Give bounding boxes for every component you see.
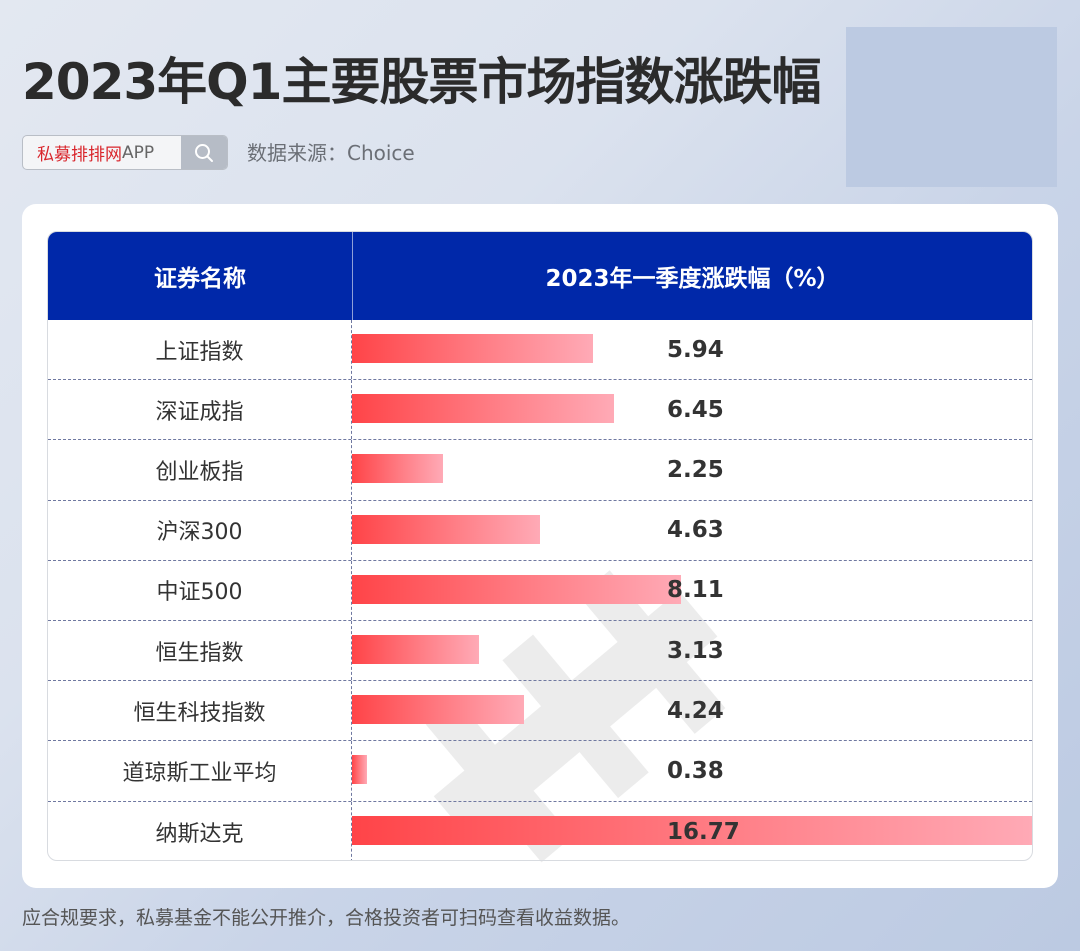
table-row: 沪深300 4.63 (48, 500, 1032, 561)
index-name: 中证500 (48, 560, 352, 620)
value-label: 0.38 (667, 757, 724, 784)
table-row: 恒生指数 3.13 (48, 620, 1032, 682)
bar-cell: 2.25 (352, 440, 1032, 499)
bar-cell: 3.13 (352, 621, 1032, 680)
data-source: 数据来源：Choice (247, 141, 415, 165)
value-bar (352, 514, 541, 544)
table-body: 上证指数 5.94 深证成指 6.45 创业板指 2.25 沪深300 4.63 中证500 8.… (48, 320, 1032, 861)
index-name: 创业板指 (48, 440, 352, 500)
qr-code-placeholder (846, 27, 1057, 187)
bar-cell: 16.77 (352, 802, 1032, 861)
table-row: 上证指数 5.94 (48, 320, 1032, 381)
search-icon (195, 143, 213, 162)
value-bar (352, 695, 525, 725)
bar-cell: 8.11 (352, 561, 1032, 620)
value-bar (352, 755, 368, 785)
disclaimer: 应合规要求，私募基金不能公开推介，合格投资者可扫码查看收益数据。 (22, 907, 631, 929)
search-button[interactable] (181, 136, 227, 169)
table-row: 深证成指 6.45 (48, 380, 1032, 441)
search-box[interactable]: 私募排排网 APP (22, 135, 228, 170)
value-bar (352, 454, 444, 484)
value-label: 4.24 (667, 697, 724, 724)
value-bar (352, 815, 1032, 845)
value-bar (352, 394, 614, 424)
chart-card: 证券名称 2023年一季度涨跌幅（%） 上证指数 5.94 深证成指 6.45 创业板指… (22, 204, 1058, 888)
value-label: 3.13 (667, 637, 724, 664)
value-label: 4.63 (667, 517, 724, 544)
index-name: 道琼斯工业平均 (48, 741, 352, 801)
index-name: 上证指数 (48, 320, 352, 380)
index-name: 深证成指 (48, 380, 352, 440)
value-bar (352, 334, 594, 363)
value-label: 8.11 (667, 577, 724, 604)
index-name: 恒生指数 (48, 620, 352, 681)
index-name: 恒生科技指数 (48, 681, 352, 741)
column-header-value: 2023年一季度涨跌幅（%） (545, 266, 840, 292)
table-row: 创业板指 2.25 (48, 440, 1032, 501)
value-label: 16.77 (667, 818, 740, 845)
bar-cell: 4.24 (352, 681, 1032, 740)
search-text[interactable]: 私募排排网 APP (23, 136, 181, 169)
value-bar (352, 574, 682, 604)
bar-cell: 4.63 (352, 501, 1032, 560)
bar-cell: 0.38 (352, 741, 1032, 800)
table-row: 纳斯达克 16.77 (48, 801, 1032, 861)
table-header: 证券名称 2023年一季度涨跌幅（%） (48, 232, 1032, 320)
search-brand: 私募排排网 (37, 145, 122, 165)
bar-cell: 6.45 (352, 380, 1032, 439)
value-label: 2.25 (667, 456, 724, 483)
table-row: 道琼斯工业平均 0.38 (48, 741, 1032, 802)
bar-cell: 5.94 (352, 320, 1032, 379)
search-suffix: APP (122, 142, 155, 163)
value-bar (352, 634, 480, 664)
index-table: 证券名称 2023年一季度涨跌幅（%） 上证指数 5.94 深证成指 6.45 创业板指… (47, 231, 1033, 861)
value-label: 5.94 (667, 336, 724, 363)
index-name: 沪深300 (48, 500, 352, 560)
table-row: 恒生科技指数 4.24 (48, 681, 1032, 742)
page-title: 2023年Q1主要股票市场指数涨跌幅 (22, 53, 821, 111)
index-name: 纳斯达克 (48, 801, 352, 860)
column-header-name: 证券名称 (48, 232, 353, 320)
table-row: 中证500 8.11 (48, 560, 1032, 621)
value-label: 6.45 (667, 396, 724, 423)
